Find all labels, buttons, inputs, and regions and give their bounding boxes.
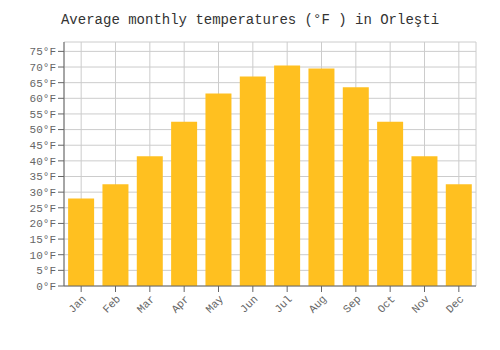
- svg-text:55°F: 55°F: [30, 109, 56, 121]
- svg-text:Jul: Jul: [272, 293, 294, 315]
- svg-text:Mar: Mar: [135, 293, 157, 315]
- svg-text:10°F: 10°F: [30, 250, 56, 262]
- svg-text:Sep: Sep: [341, 293, 363, 315]
- svg-text:Jan: Jan: [66, 293, 88, 315]
- svg-text:60°F: 60°F: [30, 93, 56, 105]
- svg-text:Apr: Apr: [169, 293, 191, 315]
- svg-text:Nov: Nov: [410, 293, 433, 316]
- svg-text:Oct: Oct: [375, 293, 397, 315]
- svg-text:35°F: 35°F: [30, 171, 56, 183]
- svg-text:25°F: 25°F: [30, 203, 56, 215]
- svg-text:5°F: 5°F: [36, 265, 56, 277]
- svg-text:20°F: 20°F: [30, 218, 56, 230]
- svg-text:Aug: Aug: [307, 293, 329, 315]
- html-text:Average monthly temperatures (: Average monthly temperatures (°F ) in Or…: [61, 12, 439, 28]
- svg-text:Feb: Feb: [101, 293, 123, 315]
- svg-text:70°F: 70°F: [30, 62, 56, 74]
- svg-text:75°F: 75°F: [30, 46, 56, 58]
- svg-text:30°F: 30°F: [30, 187, 56, 199]
- svg-text:45°F: 45°F: [30, 140, 56, 152]
- svg-text:65°F: 65°F: [30, 78, 56, 90]
- svg-text:40°F: 40°F: [30, 156, 56, 168]
- svg-text:Dec: Dec: [444, 293, 466, 315]
- svg-text:May: May: [204, 293, 227, 316]
- svg-text:Jun: Jun: [238, 293, 260, 315]
- svg-text:15°F: 15°F: [30, 234, 56, 246]
- svg-text:50°F: 50°F: [30, 124, 56, 136]
- svg-text:0°F: 0°F: [36, 281, 56, 293]
